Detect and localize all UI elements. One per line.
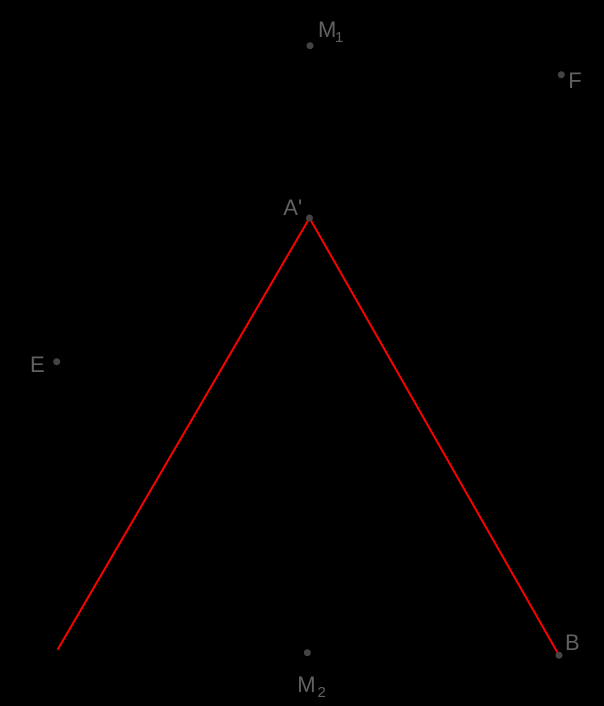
point-label-M1: M1 xyxy=(318,17,343,46)
point-M2[interactable] xyxy=(303,649,311,657)
point-label-B: B xyxy=(565,630,580,655)
segment-Aprime-left-end[interactable] xyxy=(57,217,311,650)
point-B[interactable] xyxy=(555,651,563,659)
point-label-Aprime: A' xyxy=(283,195,302,220)
point-label-E: E xyxy=(30,352,45,377)
point-E[interactable] xyxy=(53,358,61,366)
segment-Aprime-B[interactable] xyxy=(308,217,560,657)
point-F[interactable] xyxy=(557,71,565,79)
point-Aprime[interactable] xyxy=(306,214,313,222)
point-label-subscript-M2: 2 xyxy=(318,684,326,701)
point-M1[interactable] xyxy=(306,42,314,50)
point-label-subscript-M1: 1 xyxy=(335,29,343,46)
point-label-F: F xyxy=(568,68,581,93)
